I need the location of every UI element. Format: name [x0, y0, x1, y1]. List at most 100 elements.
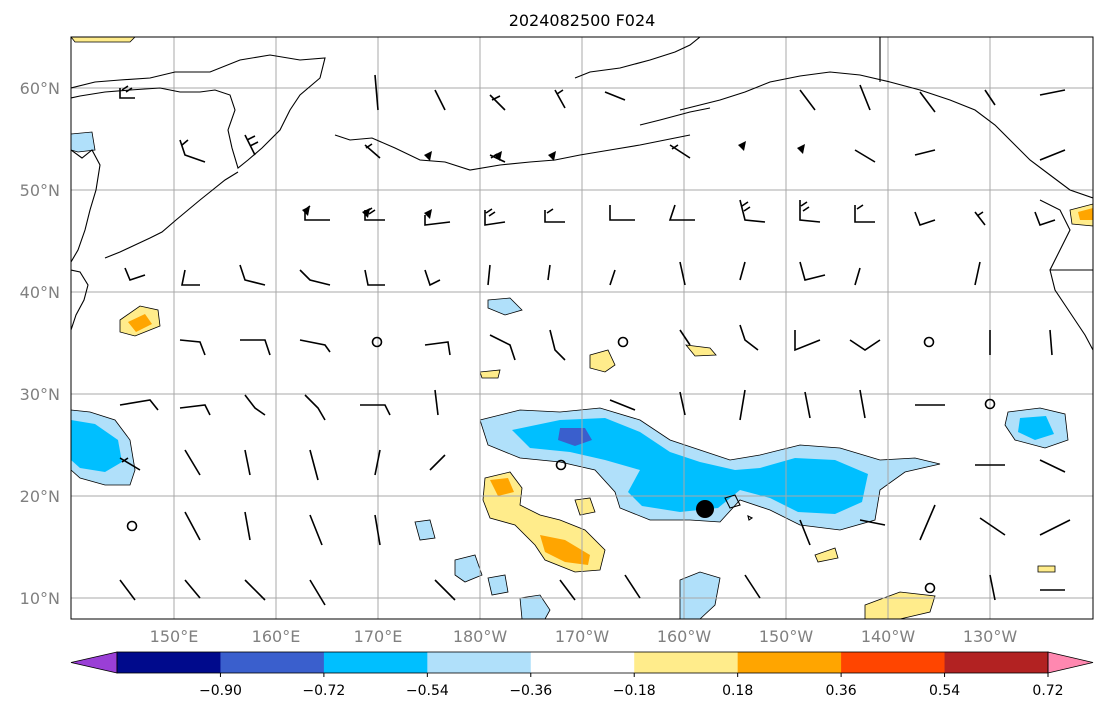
pos-region-6: [814, 547, 839, 563]
pos-region-1: [589, 349, 616, 373]
wind-barb: [484, 208, 506, 226]
wind-barb: [1049, 329, 1053, 356]
map-content: [71, 37, 1093, 619]
wind-barb: [487, 264, 491, 286]
pos-region-4: [574, 497, 596, 516]
coast-alaska: [574, 37, 1093, 199]
longitude-label: 170°E: [354, 627, 403, 646]
wind-barb: [859, 519, 886, 526]
longitude-label: 150°E: [150, 627, 199, 646]
colorbar-tick-label: 0.72: [1032, 683, 1063, 699]
latitude-labels: 10°N 20°N 30°N 40°N 50°N 60°N: [20, 79, 60, 608]
coast-okhotsk-west: [71, 149, 101, 263]
colorbar-segment: [634, 652, 739, 673]
wind-barb: [739, 389, 746, 421]
calm-circle: [555, 459, 567, 471]
longitude-label: 150°W: [759, 627, 814, 646]
wind-barb: [179, 404, 211, 416]
colorbar-segment: [323, 652, 428, 673]
map-frame: [70, 36, 1094, 620]
wind-barb: [181, 269, 200, 286]
wind-barb: [919, 504, 936, 541]
wind-barb: [974, 211, 986, 226]
wind-barb: [119, 85, 135, 99]
wind-barb: [799, 519, 811, 546]
colorbar-segment: [737, 652, 842, 673]
colorbar-extend-high: [1047, 651, 1094, 674]
coast-alaska-peninsula: [639, 107, 711, 126]
calm-circle: [126, 520, 138, 532]
wind-barb: [424, 215, 451, 226]
wind-barb: [914, 149, 936, 156]
colorbar-segment: [220, 652, 325, 673]
wind-barb: [544, 208, 565, 223]
wind-barb: [974, 261, 981, 286]
neg-region-north-2: [71, 131, 96, 153]
wind-barb-flag: [494, 151, 502, 161]
wind-barb: [489, 334, 516, 361]
wind-barb: [299, 339, 331, 353]
wind-barb: [979, 517, 1006, 536]
neg-region-small-3: [487, 574, 509, 596]
wind-barb-flag: [302, 206, 310, 216]
coast-aleutians: [334, 134, 691, 171]
wind-barb: [609, 269, 616, 286]
wind-barb: [609, 399, 636, 411]
neg-region-subtropical-peak: [558, 428, 592, 446]
longitude-labels: 150°E 160°E 170°E 180°W 170°W 160°W 150°W 140°W…: [150, 627, 1018, 646]
wind-barb: [244, 449, 251, 476]
wind-barb: [309, 449, 319, 481]
colorbar-tick-label: −0.90: [199, 683, 242, 699]
map-title: 2024082500 F024: [509, 11, 656, 30]
wind-barb: [1039, 89, 1066, 96]
wind-barb: [859, 389, 866, 419]
neg-region-north-1: [487, 297, 523, 316]
wind-barb: [434, 89, 446, 111]
wind-barb: [179, 339, 206, 356]
wind-barb: [244, 394, 266, 416]
colorbar: −0.90 −0.72 −0.54 −0.36 −0.18 0.18 0.36 0.54 0.7…: [70, 651, 1094, 699]
colorbar-frame: [116, 651, 1049, 674]
calm-markers: [126, 336, 996, 594]
latitude-label: 10°N: [20, 589, 60, 608]
wind-barb: [374, 514, 381, 546]
latitude-label: 50°N: [20, 181, 60, 200]
colorbar-extend-low: [70, 651, 118, 674]
pos-region-5: [864, 591, 936, 619]
latitude-label: 40°N: [20, 283, 60, 302]
wind-barb: [739, 261, 746, 281]
wind-barb: [849, 339, 881, 351]
colorbar-tick-label: 0.18: [722, 683, 753, 699]
wind-barb: [309, 579, 326, 606]
wind-barb: [434, 579, 456, 601]
longitude-label: 180°W: [453, 627, 508, 646]
pos-region-9: [1037, 565, 1056, 573]
latitude-label: 30°N: [20, 385, 60, 404]
shaded-field-positive: [71, 37, 1093, 619]
wind-barb: [244, 134, 259, 156]
wind-barb: [559, 579, 576, 601]
latitude-label: 20°N: [20, 487, 60, 506]
wind-barb: [1039, 149, 1066, 161]
neg-region-west-core: [71, 420, 122, 472]
colorbar-tick-label: 0.54: [929, 683, 960, 699]
wind-barb: [854, 267, 861, 286]
wind-barb: [669, 144, 691, 159]
calm-circle: [984, 398, 996, 410]
wind-barb: [679, 391, 686, 416]
wind-barb-flag: [362, 208, 370, 218]
wind-barb: [429, 454, 446, 471]
wind-barb: [859, 84, 871, 111]
wind-barb: [374, 74, 379, 111]
calm-circle: [371, 336, 383, 348]
wind-barb: [240, 339, 271, 356]
wind-barb: [679, 329, 691, 346]
wind-barb: [1039, 519, 1071, 536]
wind-barb: [604, 91, 626, 101]
wind-barbs: [119, 74, 1071, 606]
coast-bc-na: [1039, 199, 1093, 351]
wind-barb: [854, 149, 876, 163]
longitude-label: 140°W: [861, 627, 916, 646]
